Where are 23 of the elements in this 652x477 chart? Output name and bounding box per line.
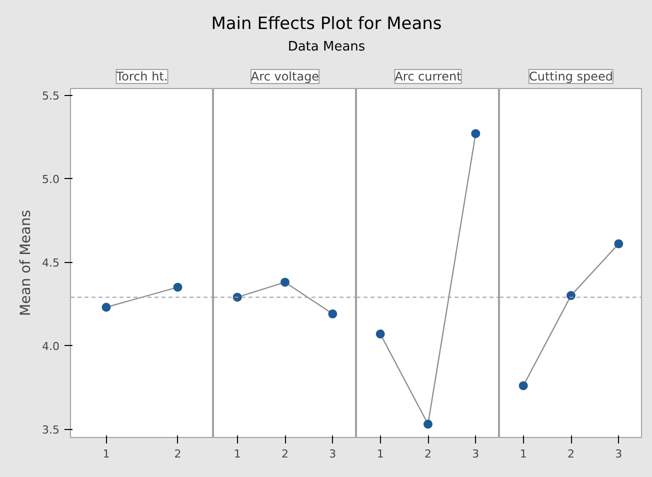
x-tick-label: 2 (424, 448, 432, 460)
y-tick-label: 4.5 (42, 256, 60, 270)
x-tick-label: 2 (174, 448, 182, 460)
x-tick-label: 1 (520, 448, 527, 460)
text: Main Effects Plot for Means (211, 14, 442, 34)
y-tick-label: 5.5 (42, 90, 60, 103)
chart-title: Torch ht. (115, 70, 168, 84)
chart-title: Cutting speed (528, 70, 614, 84)
x-tick-label: 3 (329, 448, 336, 460)
y-tick-label: 4.0 (42, 340, 60, 354)
x-tick-label: 1 (376, 448, 384, 460)
x-tick-label: 3 (472, 448, 480, 460)
y-tick-label: 3.5 (42, 424, 60, 437)
y-tick-label: 5.0 (42, 173, 60, 186)
x-tick-label: 3 (615, 448, 622, 460)
chart-title: Arc voltage (250, 70, 320, 84)
chart-title: Arc current (394, 70, 462, 84)
x-tick-label: 2 (282, 448, 288, 460)
x-tick-label: 2 (568, 448, 574, 460)
x-tick-label: 1 (234, 448, 241, 460)
y-axis-title: Mean of Means (18, 210, 34, 316)
x-tick-label: 1 (102, 448, 110, 460)
text: Data Means (288, 40, 366, 54)
